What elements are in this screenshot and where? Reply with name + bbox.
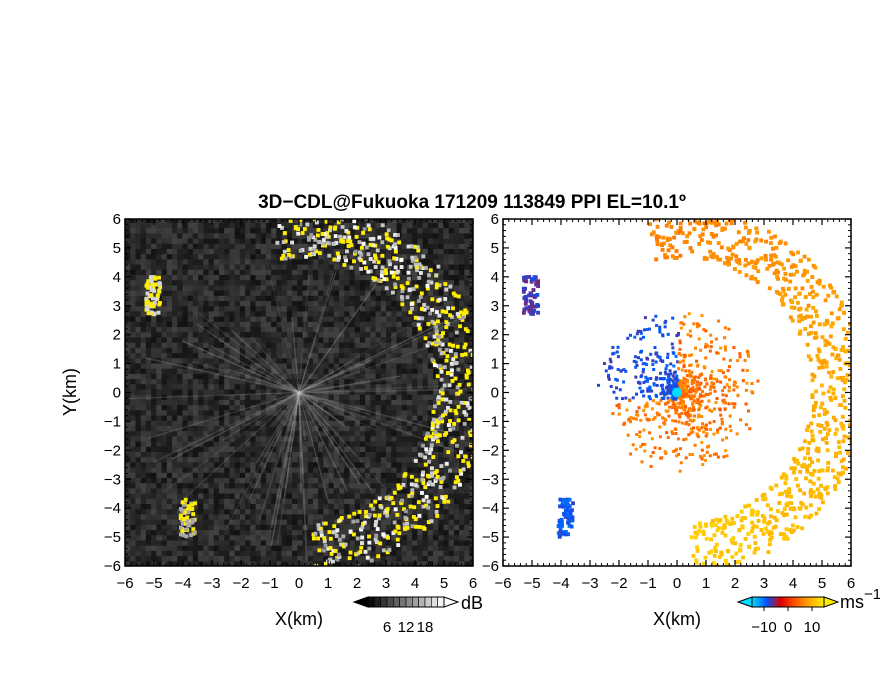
vel-x-tick-label: 1 [702, 575, 710, 592]
vel-x-tick-label: −3 [581, 575, 598, 592]
vel-x-tick-label: 2 [731, 575, 739, 592]
snr-x-tick-label: 5 [440, 575, 448, 592]
snr-colorbar-tick-label: 12 [398, 619, 415, 636]
vel-y-tick-label: 4 [491, 269, 499, 286]
snr-colorbar-cell [412, 596, 419, 608]
snr-x-tick-label: 1 [324, 575, 332, 592]
snr-x-tick-label: 4 [411, 575, 419, 592]
snr-colorbar-cell [393, 596, 400, 608]
snr-y-tick-label: 3 [113, 298, 121, 315]
vel-x-tick-label: 0 [673, 575, 681, 592]
snr-axis-ticks: −6 −5 −4 −3 −2 −1 0 1 2 3 4 5 6 −6 −5 −4 −3 −2 −1 0 1 2 3 4 5 6 [104, 211, 477, 592]
vel-y-tick-label: −6 [482, 558, 499, 575]
vel-x-tick-label: −4 [552, 575, 569, 592]
snr-x-tick-label: 2 [353, 575, 361, 592]
vel-echo-cells [521, 219, 851, 566]
snr-y-tick-label: 4 [113, 269, 121, 286]
vel-x-tick-label: 5 [818, 575, 826, 592]
snr-x-tick-label: 0 [295, 575, 303, 592]
velocity-colorbar-tick-label: −10 [751, 619, 776, 636]
snr-x-tick-label: −3 [203, 575, 220, 592]
velocity-colorbar-tick-label: 0 [784, 619, 792, 636]
velocity-colorbar-right-arrow [823, 596, 840, 608]
vel-y-tick-label: −1 [482, 413, 499, 430]
vel-plot-area [503, 219, 851, 566]
vel-y-tick-label: 2 [491, 327, 499, 344]
snr-colorbar-cell [367, 596, 375, 608]
snr-y-tick-label: −2 [104, 442, 121, 459]
snr-x-tick-label: −1 [261, 575, 278, 592]
snr-x-tick-label: 3 [382, 575, 390, 592]
vel-y-tick-label: 5 [491, 240, 499, 257]
vel-y-tick-label: −3 [482, 471, 499, 488]
snr-colorbar: dB 6 12 18 [352, 593, 483, 636]
velocity-colorbar-left-arrow [736, 596, 753, 608]
snr-colorbar-tick-label: 18 [417, 619, 434, 636]
snr-colorbar-cell [399, 596, 407, 608]
snr-colorbar-cell [424, 596, 432, 608]
vel-x-tick-label: 6 [847, 575, 855, 592]
snr-colorbar-cell [374, 596, 381, 608]
snr-x-tick-label: −2 [232, 575, 249, 592]
vel-y-tick-label: −4 [482, 500, 499, 517]
snr-plot-area [125, 219, 473, 566]
vel-x-tick-label: 4 [789, 575, 797, 592]
snr-x-tick-label: 6 [469, 575, 477, 592]
snr-colorbar-cell [405, 596, 413, 608]
velocity-colorbar-tick-label: 10 [804, 619, 821, 636]
velocity-colorbar-gradient [751, 596, 825, 608]
snr-y-tick-label: 1 [113, 356, 121, 373]
snr-colorbar-left-arrow [352, 596, 369, 608]
snr-y-tick-label: 5 [113, 240, 121, 257]
velocity-colorbar-unit-exponent: −1 [864, 586, 880, 603]
snr-panel: −6 −5 −4 −3 −2 −1 0 1 2 3 4 5 6 −6 −5 −4 −3 −2 −1 0 1 2 3 4 5 6 [104, 211, 477, 592]
snr-x-tick-label: −6 [116, 575, 133, 592]
vel-y-tick-label: 3 [491, 298, 499, 315]
x-axis-label-left: X(km) [275, 609, 323, 629]
snr-colorbar-cell [418, 596, 426, 608]
snr-y-tick-label: 0 [113, 385, 121, 402]
y-axis-label: Y(km) [60, 368, 80, 416]
vel-y-tick-label: 1 [491, 356, 499, 373]
vel-y-tick-label: 0 [491, 385, 499, 402]
snr-colorbar-right-arrow [443, 596, 460, 608]
vel-y-tick-label: −2 [482, 442, 499, 459]
snr-x-tick-label: −5 [145, 575, 162, 592]
vel-x-tick-label: −1 [639, 575, 656, 592]
vel-axis-ticks: −6 −5 −4 −3 −2 −1 0 1 2 3 4 5 6 −6 −5 −4 −3 −2 −1 0 1 2 3 4 5 6 [482, 211, 855, 592]
velocity-colorbar: ms −1 −10 0 10 [736, 586, 880, 636]
velocity-panel: −6 −5 −4 −3 −2 −1 0 1 2 3 4 5 6 −6 −5 −4 −3 −2 −1 0 1 2 3 4 5 6 [482, 211, 855, 592]
vel-x-tick-label: −6 [494, 575, 511, 592]
snr-x-tick-label: −4 [174, 575, 191, 592]
snr-colorbar-cell [437, 596, 445, 608]
snr-colorbar-cell [386, 596, 394, 608]
snr-y-tick-label: −6 [104, 558, 121, 575]
vel-x-tick-label: −5 [523, 575, 540, 592]
snr-y-tick-label: 2 [113, 327, 121, 344]
snr-colorbar-tick-label: 6 [383, 619, 391, 636]
velocity-colorbar-unit: ms [840, 592, 864, 612]
vel-y-tick-label: 6 [491, 211, 499, 228]
snr-colorbar-cell [431, 596, 438, 608]
snr-y-tick-label: −5 [104, 529, 121, 546]
snr-y-tick-label: −3 [104, 471, 121, 488]
x-axis-label-right: X(km) [653, 609, 701, 629]
snr-y-tick-label: −4 [104, 500, 121, 517]
vel-y-tick-label: −5 [482, 529, 499, 546]
snr-echo-cells [144, 219, 473, 566]
snr-y-tick-label: −1 [104, 413, 121, 430]
chart-title: 3D−CDL@Fukuoka 171209 113849 PPI EL=10.1… [258, 192, 686, 213]
vel-x-tick-label: −2 [610, 575, 627, 592]
snr-y-tick-label: 6 [113, 211, 121, 228]
vel-x-tick-label: 3 [760, 575, 768, 592]
radar-site-marker [672, 387, 682, 398]
snr-colorbar-cell [380, 596, 388, 608]
snr-colorbar-unit: dB [461, 593, 483, 613]
